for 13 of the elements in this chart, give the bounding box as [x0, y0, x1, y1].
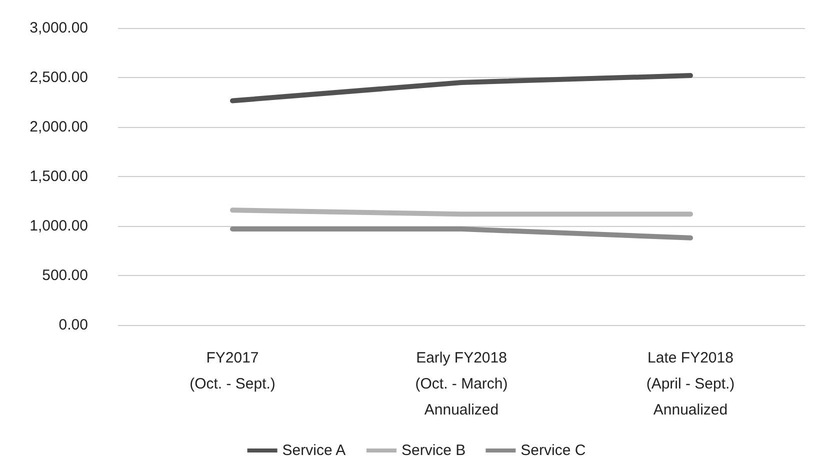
legend-label: Service C	[520, 442, 586, 459]
y-tick-label: 1,000.00	[30, 218, 88, 234]
y-tick-label: 3,000.00	[30, 20, 88, 36]
x-tick-label: Early FY2018 (Oct. - March) Annualized	[415, 350, 508, 418]
x-tick-label: Late FY2018 (April - Sept.) Annualized	[646, 350, 735, 418]
x-tick-label: FY2017 (Oct. - Sept.)	[190, 350, 276, 392]
y-tick-label: 500.00	[42, 267, 88, 284]
legend-label: Service B	[401, 442, 466, 459]
y-tick-label: 1,500.00	[30, 168, 88, 185]
legend-label: Service A	[282, 442, 346, 459]
y-tick-label: 2,000.00	[30, 118, 88, 136]
y-tick-label: 2,500.00	[30, 69, 88, 86]
y-tick-label: 0.00	[58, 316, 88, 334]
